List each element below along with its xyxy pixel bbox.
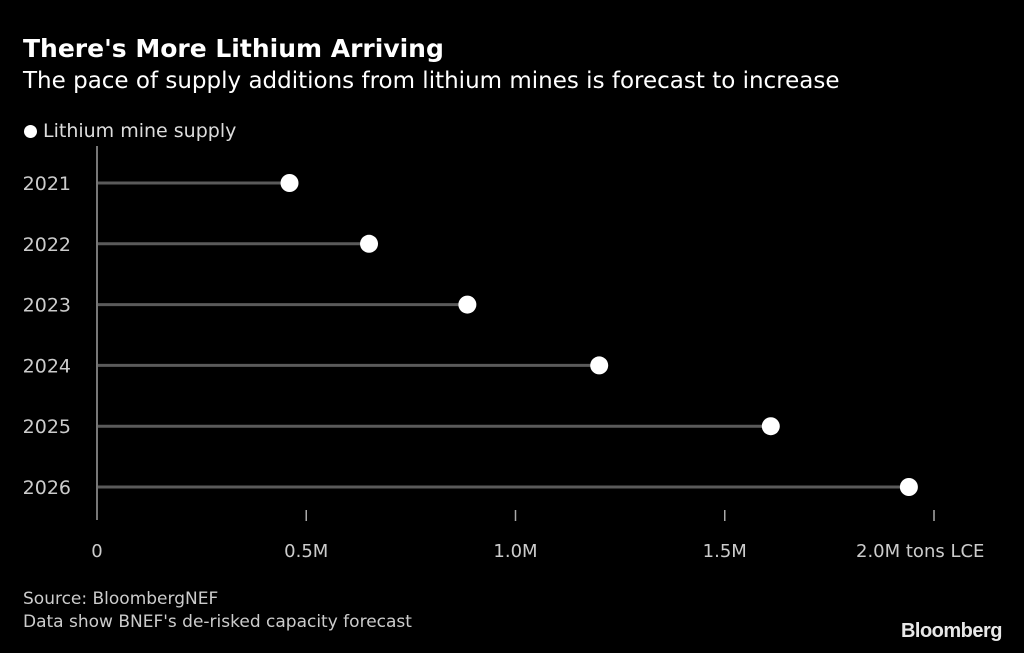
lollipop-dot [590,356,609,375]
source-text: Source: BloombergNEF [23,589,219,609]
y-category-label: 2026 [23,477,71,499]
source-note: Source: BloombergNEF Data show BNEF's de… [23,588,412,634]
x-tick-label: 0 [91,541,102,562]
y-category-label: 2021 [23,173,71,195]
lollipop-dot [280,174,299,192]
x-tick-label: 0.5M [284,541,328,562]
x-tick-label: 2.0M tons LCE [856,541,984,562]
y-category-label: 2022 [23,234,71,256]
data-note: Data show BNEF's de-risked capacity fore… [23,612,412,632]
bloomberg-logo: Bloomberg [900,620,1003,642]
y-category-label: 2024 [23,355,71,377]
chart-subtitle: The pace of supply additions from lithiu… [23,68,840,94]
legend: Lithium mine supply [24,120,236,142]
legend-label: Lithium mine supply [43,120,237,142]
y-category-label: 2023 [23,295,71,317]
legend-dot-icon [24,124,37,138]
x-tick-label: 1.0M [493,541,537,562]
chart-title: There's More Lithium Arriving [23,34,444,63]
lollipop-dot [761,417,780,436]
lollipop-dot [899,478,918,496]
lollipop-dot [360,234,379,253]
y-category-label: 2025 [23,416,71,438]
x-tick-label: 1.5M [703,541,747,562]
lollipop-dot [458,295,477,314]
